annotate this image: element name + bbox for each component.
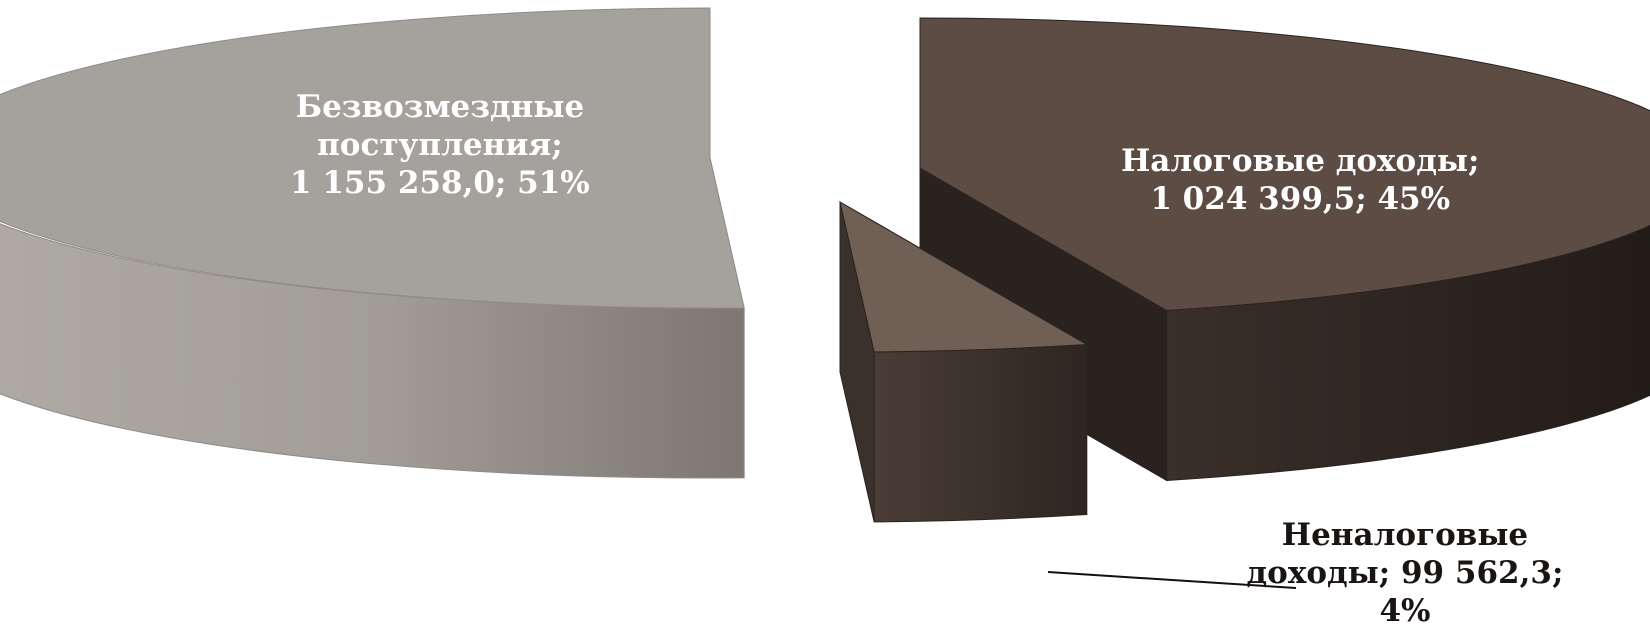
- data-label-1: Налоговые доходы; 1 024 399,5; 45%: [1121, 142, 1479, 218]
- data-label-2: Неналоговые доходы; 99 562,3; 4%: [1247, 516, 1564, 630]
- data-label-3: Безвозмездные поступления; 1 155 258,0; 51…: [290, 88, 590, 202]
- slice-top-face: [919, 17, 1650, 312]
- slice-side-wall: [873, 343, 1088, 523]
- data-label-line: Налоговые доходы;: [1121, 143, 1480, 179]
- pie-slice-2: [839, 200, 1089, 523]
- pie-slice-3: [0, 7, 745, 479]
- data-label-line: Неналоговые: [1281, 517, 1529, 553]
- data-label-line: 1 155 258,0; 51%: [290, 165, 590, 201]
- slice-top-face: [0, 7, 745, 309]
- data-label-line: 4%: [1379, 593, 1431, 629]
- data-label-line: 1 024 399,5; 45%: [1150, 181, 1451, 217]
- data-label-line: Безвозмездные: [295, 89, 585, 125]
- slice-top-face: [839, 200, 1089, 353]
- data-label-line: поступления;: [317, 127, 563, 163]
- data-label-line: доходы; 99 562,3;: [1246, 555, 1564, 591]
- slice-side-wall: [0, 223, 745, 479]
- leader-line: [1047, 571, 1297, 589]
